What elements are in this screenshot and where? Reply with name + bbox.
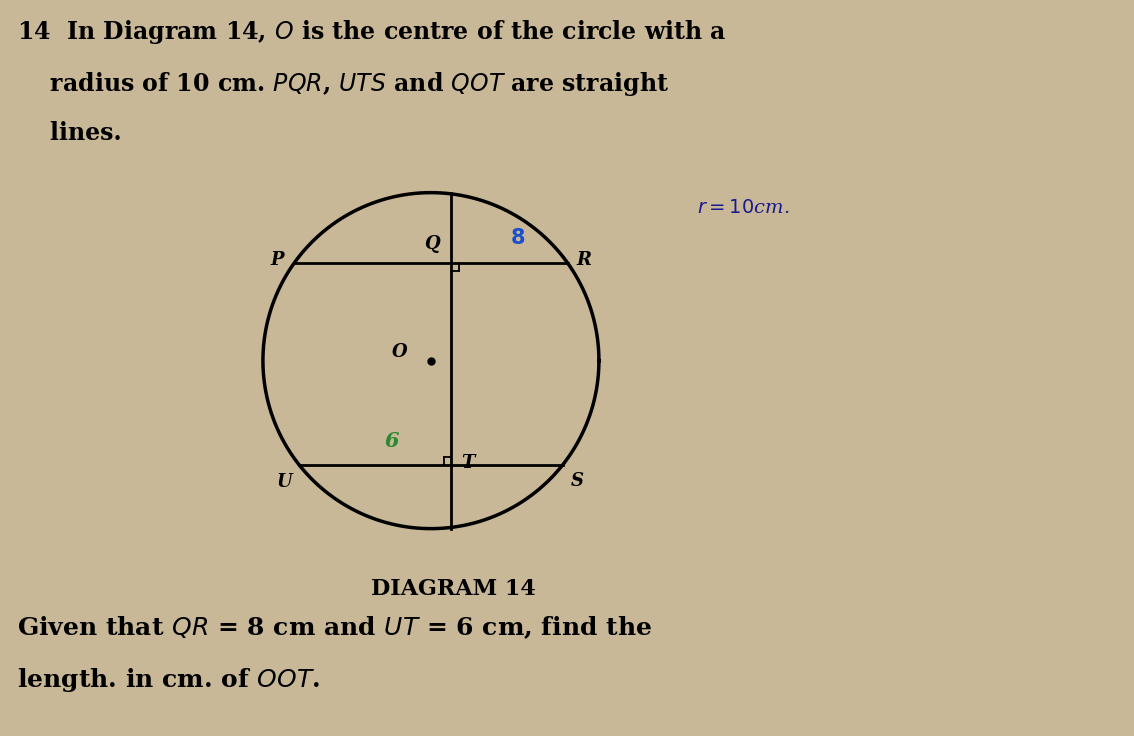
Text: U: U bbox=[277, 473, 293, 491]
Text: S: S bbox=[572, 472, 584, 489]
Text: lines.: lines. bbox=[17, 121, 121, 146]
Text: Q: Q bbox=[424, 235, 439, 253]
Text: radius of 10 cm. $\mathit{PQR}$, $\mathit{UTS}$ and $\mathit{QOT}$ are straight: radius of 10 cm. $\mathit{PQR}$, $\mathi… bbox=[17, 70, 669, 98]
Text: O: O bbox=[391, 343, 407, 361]
Text: R: R bbox=[576, 251, 591, 269]
Text: 8: 8 bbox=[510, 228, 525, 248]
Text: Given that $\mathit{QR}$ = 8 cm and $\mathit{UT}$ = 6 cm, find the: Given that $\mathit{QR}$ = 8 cm and $\ma… bbox=[17, 615, 652, 641]
Text: length. in cm. of $\mathit{OOT}$.: length. in cm. of $\mathit{OOT}$. bbox=[17, 666, 320, 694]
Text: P: P bbox=[271, 251, 284, 269]
Text: $r=10$cm.: $r=10$cm. bbox=[697, 199, 790, 216]
Text: 6: 6 bbox=[384, 431, 399, 451]
Text: T: T bbox=[462, 454, 474, 472]
Text: 14  In Diagram 14, ​$\mathit{O}$ is the centre of the circle with a: 14 In Diagram 14, ​$\mathit{O}$ is the c… bbox=[17, 18, 727, 46]
Text: DIAGRAM 14: DIAGRAM 14 bbox=[371, 578, 536, 600]
